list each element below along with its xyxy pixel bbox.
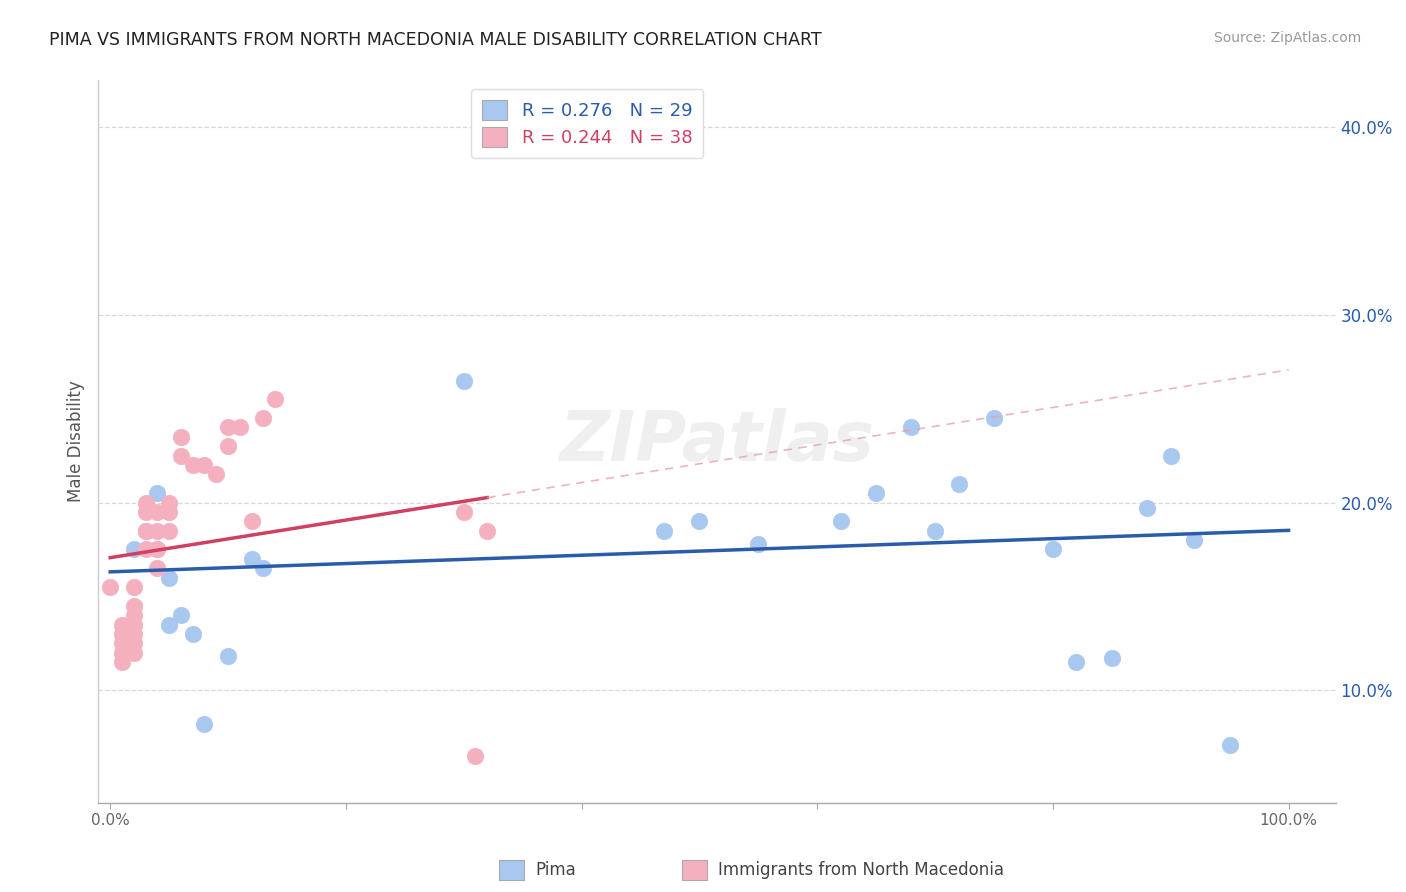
Point — [1182, 533, 1205, 547]
Point — [170, 608, 193, 623]
Point — [111, 617, 134, 632]
Point — [157, 495, 180, 509]
Point — [924, 524, 946, 538]
Point — [111, 646, 134, 660]
Point — [1160, 449, 1182, 463]
Point — [464, 748, 486, 763]
Point — [747, 537, 769, 551]
Point — [948, 476, 970, 491]
Point — [122, 617, 145, 632]
Point — [111, 636, 134, 650]
Point — [122, 636, 145, 650]
Point — [1219, 738, 1241, 752]
Point — [98, 580, 121, 594]
Point — [983, 411, 1005, 425]
Point — [453, 505, 475, 519]
Point — [1066, 655, 1088, 669]
Point — [157, 524, 180, 538]
Point — [1042, 542, 1064, 557]
Point — [135, 542, 157, 557]
Legend: R = 0.276   N = 29, R = 0.244   N = 38: R = 0.276 N = 29, R = 0.244 N = 38 — [471, 89, 703, 158]
Y-axis label: Male Disability: Male Disability — [66, 381, 84, 502]
Point — [122, 627, 145, 641]
Text: PIMA VS IMMIGRANTS FROM NORTH MACEDONIA MALE DISABILITY CORRELATION CHART: PIMA VS IMMIGRANTS FROM NORTH MACEDONIA … — [49, 31, 823, 49]
Point — [229, 420, 252, 434]
Point — [1136, 501, 1159, 516]
Text: ZIPatlas: ZIPatlas — [560, 408, 875, 475]
Point — [146, 486, 169, 500]
Point — [157, 571, 180, 585]
Point — [170, 449, 193, 463]
Point — [122, 646, 145, 660]
Point — [111, 655, 134, 669]
Point — [170, 430, 193, 444]
Point — [146, 542, 169, 557]
Text: Immigrants from North Macedonia: Immigrants from North Macedonia — [718, 861, 1004, 879]
Point — [217, 649, 239, 664]
Point — [135, 505, 157, 519]
Point — [264, 392, 287, 407]
Text: Pima: Pima — [536, 861, 576, 879]
Point — [157, 617, 180, 632]
Text: Source: ZipAtlas.com: Source: ZipAtlas.com — [1213, 31, 1361, 45]
Point — [1101, 651, 1123, 665]
Point — [135, 495, 157, 509]
Point — [830, 514, 852, 528]
Point — [122, 542, 145, 557]
Point — [477, 524, 499, 538]
Point — [146, 505, 169, 519]
Point — [122, 580, 145, 594]
Point — [252, 561, 274, 575]
Point — [122, 608, 145, 623]
Point — [252, 411, 274, 425]
Point — [900, 420, 922, 434]
Point — [157, 505, 180, 519]
Point — [193, 717, 215, 731]
Point — [205, 467, 228, 482]
Point — [193, 458, 215, 472]
Point — [453, 374, 475, 388]
Point — [865, 486, 887, 500]
Point — [146, 524, 169, 538]
Point — [146, 561, 169, 575]
Point — [217, 420, 239, 434]
Point — [240, 514, 263, 528]
Point — [652, 524, 675, 538]
Point — [122, 599, 145, 613]
Point — [240, 551, 263, 566]
Point — [146, 542, 169, 557]
Point — [111, 627, 134, 641]
Point — [181, 458, 204, 472]
Point — [135, 524, 157, 538]
Point — [217, 439, 239, 453]
Point — [688, 514, 710, 528]
Point — [135, 524, 157, 538]
Point — [181, 627, 204, 641]
